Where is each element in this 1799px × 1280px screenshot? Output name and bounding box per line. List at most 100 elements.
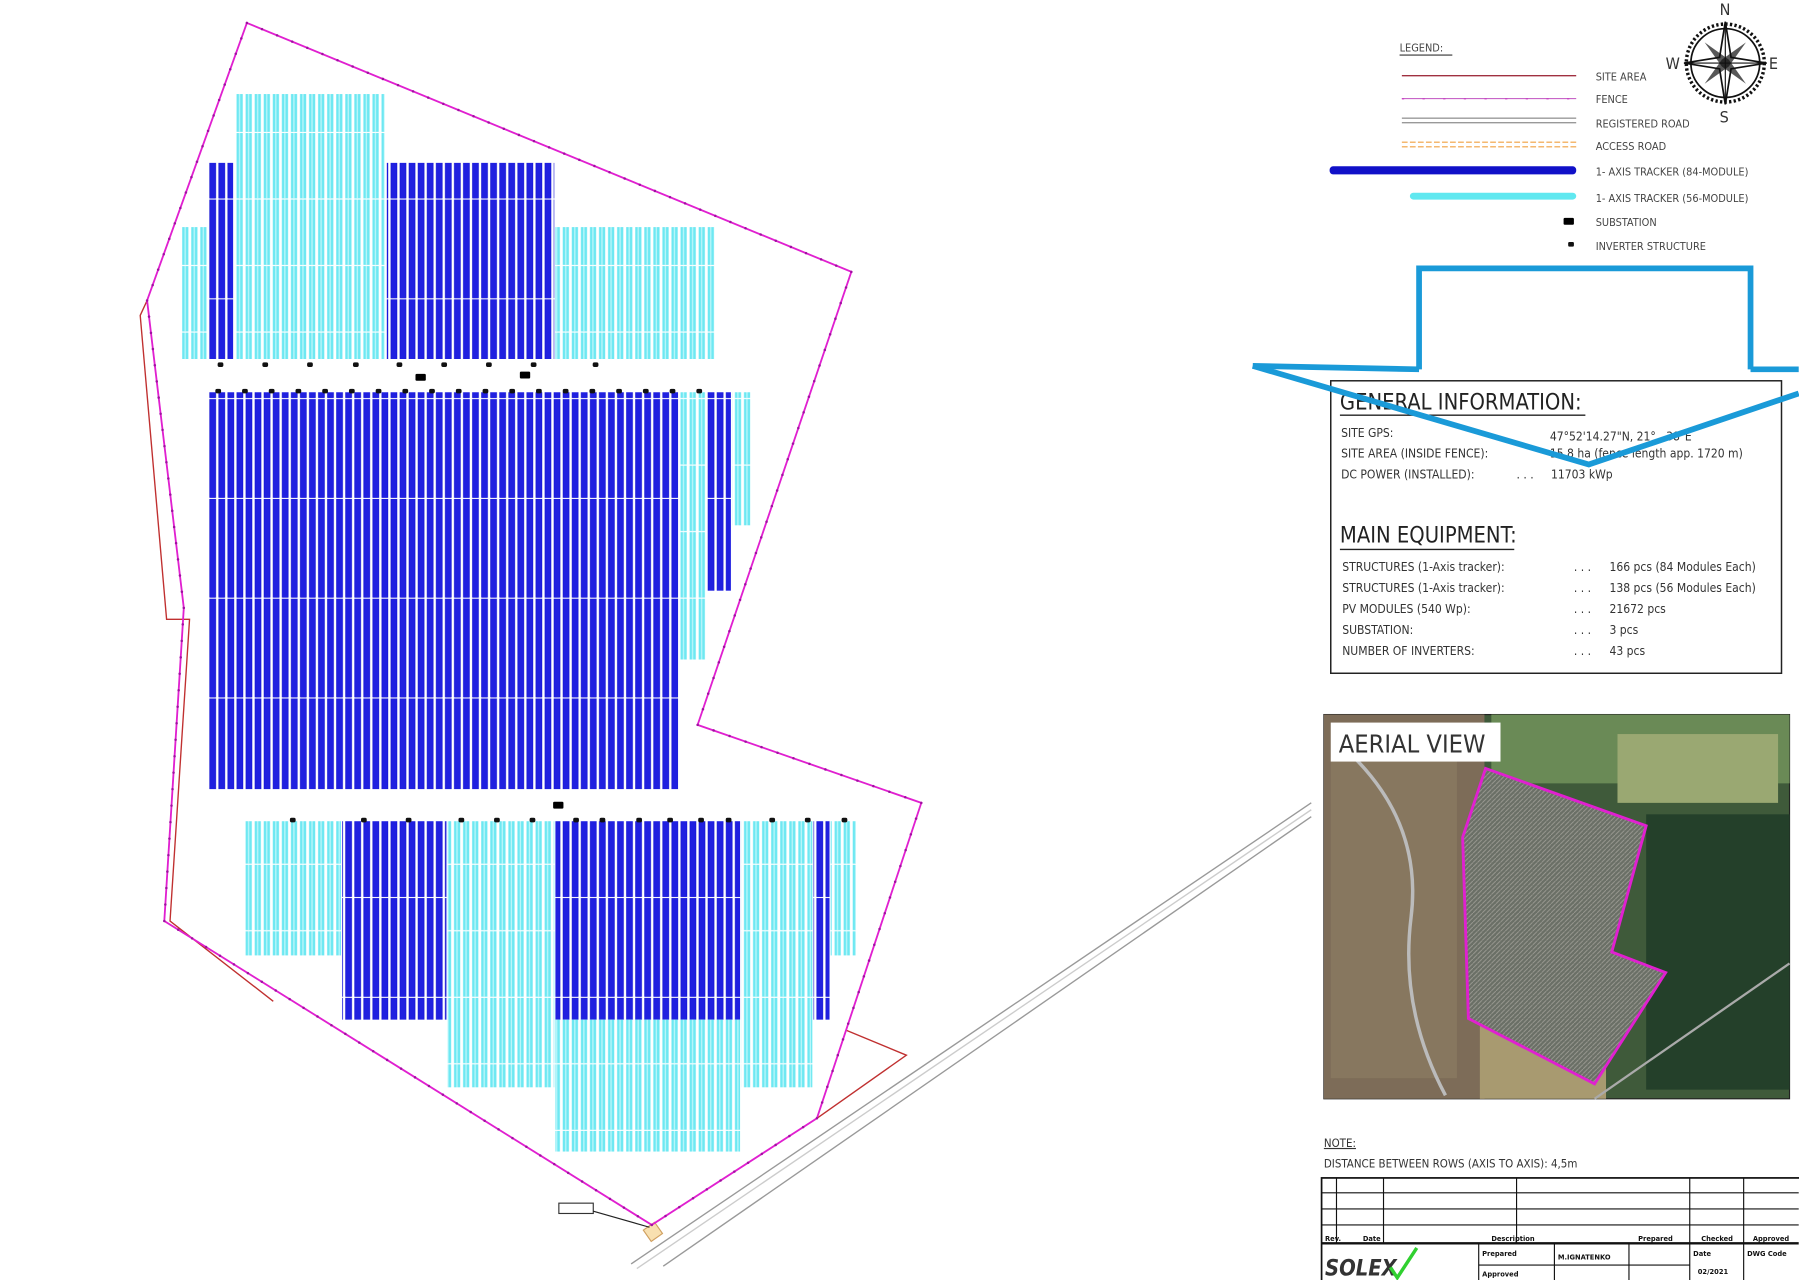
title-block-header: Description <box>1491 1234 1535 1243</box>
equipment-label: STRUCTURES (1-Axis tracker): <box>1342 581 1504 595</box>
fence-post <box>497 1128 500 1131</box>
fence-post <box>413 1076 417 1079</box>
fence-post <box>147 315 151 318</box>
legend-access-road: ACCESS ROAD <box>1596 140 1666 153</box>
aerial-view-title: AERIAL VIEW <box>1339 729 1486 758</box>
equipment-value: 138 pcs (56 Modules Each) <box>1609 581 1755 595</box>
date-value: 02/2021 <box>1698 1267 1729 1276</box>
fence-post <box>246 971 250 975</box>
fence-post <box>580 1180 584 1183</box>
fence-post <box>539 1154 542 1157</box>
inverter-structure <box>589 388 596 394</box>
fence-post <box>151 283 154 287</box>
fence-post <box>427 1084 431 1088</box>
fence-post <box>904 796 907 799</box>
fence-post <box>511 1136 514 1140</box>
fence-post <box>366 71 370 74</box>
fence-post <box>169 820 172 824</box>
equipment-value: 166 pcs (84 Modules Each) <box>1609 560 1755 574</box>
logo-check-icon <box>1388 1246 1419 1280</box>
fence-post <box>802 411 805 414</box>
inverter-structure <box>361 817 367 823</box>
fence-post <box>321 52 324 56</box>
fence-post <box>873 943 876 947</box>
svg-text:. . .: . . . <box>1574 560 1591 574</box>
annotation-overlay <box>1251 265 1799 468</box>
inverter-structure <box>841 817 848 823</box>
fence-post <box>275 34 279 37</box>
fence-post <box>153 363 157 367</box>
fence-post <box>846 1022 850 1025</box>
fence-post <box>162 252 165 256</box>
fence-post <box>517 133 521 137</box>
fence-post <box>844 286 848 289</box>
legend-tracker84-swatch <box>1329 166 1577 175</box>
fence-post <box>302 1006 305 1010</box>
fence-post <box>151 347 155 351</box>
fence-post <box>179 656 182 659</box>
title-block-header: Rev. <box>1325 1234 1341 1243</box>
fence-post <box>888 790 891 793</box>
inverter-structure <box>642 388 649 394</box>
fence-post <box>385 1058 389 1062</box>
fence-post <box>168 837 171 840</box>
title-block-header: Approved <box>1753 1234 1790 1243</box>
fence-post <box>232 963 236 966</box>
inverter-structure <box>405 817 412 823</box>
gate-label-box <box>558 1202 594 1215</box>
inverter-structure <box>295 388 302 394</box>
fence-post <box>664 1214 667 1218</box>
equipment-label: PV MODULES (540 Wp): <box>1342 602 1470 616</box>
fence-post <box>705 1188 709 1191</box>
site-area-boundary-southeast <box>816 1029 908 1119</box>
fence-post <box>904 848 907 852</box>
fence-post <box>841 1038 845 1041</box>
inverter-structure <box>804 817 811 823</box>
fence-post <box>178 574 182 577</box>
fence-post <box>857 990 860 994</box>
inverter-structure <box>486 362 492 368</box>
fence-post <box>502 127 506 130</box>
inverter-structure <box>725 817 732 823</box>
substations <box>415 371 564 809</box>
info-value: 15,8 ha (fence length app. 1720 m) <box>1550 447 1743 461</box>
fence-post <box>487 121 490 124</box>
fence-post <box>812 379 816 383</box>
equipment-value: 21672 pcs <box>1609 602 1666 616</box>
fence-post <box>712 729 715 732</box>
inverter-structure <box>667 817 673 823</box>
fence-post <box>818 364 821 367</box>
tracker-array <box>181 94 856 1152</box>
inverter-structure <box>322 388 328 394</box>
inverter-structure <box>616 388 622 394</box>
fence-post <box>399 1067 403 1070</box>
title-block <box>1320 1177 1799 1280</box>
fence-post <box>706 692 710 695</box>
fence-post <box>234 52 238 56</box>
fence-post <box>760 1152 764 1156</box>
aerial-view-panel: AERIAL VIEW <box>1323 713 1791 1100</box>
fence-post <box>351 65 354 68</box>
inverter-structure <box>429 388 435 394</box>
fence-post <box>836 1053 840 1057</box>
svg-text:. . .: . . . <box>1574 581 1591 595</box>
fence-post <box>411 90 415 93</box>
inverter-structure <box>562 388 569 394</box>
inverter-structure <box>482 388 489 394</box>
fence-post <box>738 598 742 602</box>
fence-post <box>733 1170 736 1173</box>
fence-post <box>159 412 162 416</box>
fence-post <box>815 1117 819 1120</box>
fence-post <box>717 661 721 664</box>
legend-registered-road-swatch <box>1401 117 1577 124</box>
fence-post <box>701 707 705 711</box>
fence-post <box>171 787 174 791</box>
compass-w: W <box>1666 54 1680 73</box>
substation <box>415 373 426 381</box>
tracker-block-56 <box>447 821 555 1088</box>
fence-post <box>173 222 177 225</box>
note-text: DISTANCE BETWEEN ROWS (AXIS TO AXIS): 4,… <box>1324 1157 1577 1171</box>
legend-registered-road: REGISTERED ROAD <box>1596 117 1690 130</box>
fence-post <box>165 461 168 464</box>
fence-post <box>746 1161 750 1164</box>
